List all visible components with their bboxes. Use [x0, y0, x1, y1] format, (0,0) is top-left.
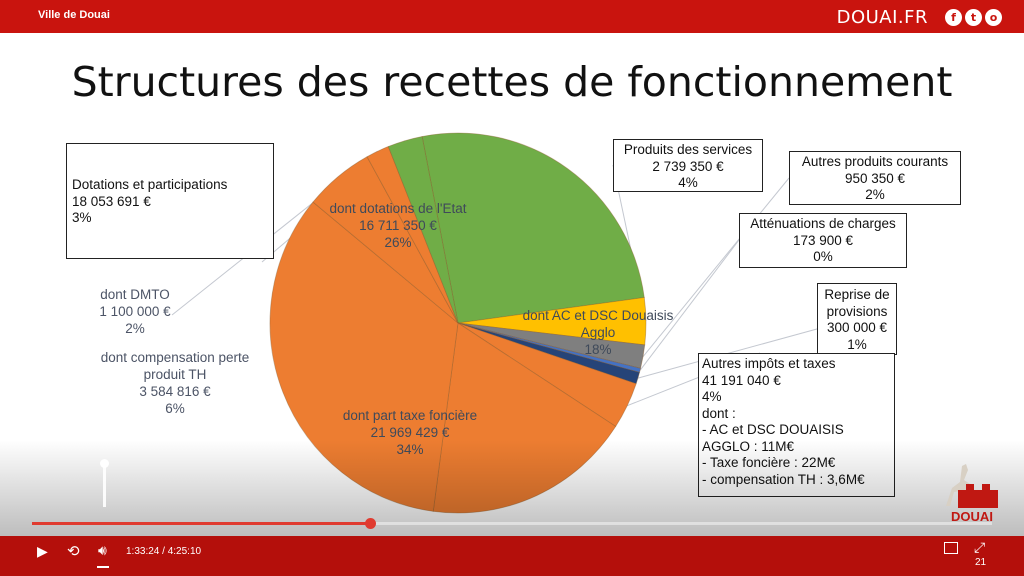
volume-slider-knob[interactable]: [100, 459, 109, 468]
video-controls: ▶ ⟲ 🔊︎ 1:33:24 / 4:25:10 ⤢ 21: [0, 536, 1024, 576]
label-text: - Taxe foncière : 22M€: [702, 455, 836, 470]
leader-line-autres-produits-courants: [642, 177, 790, 358]
logo-text: DOUAI: [951, 509, 993, 524]
progress-played: [32, 522, 370, 525]
label-text: AGGLO : 11M€: [702, 438, 795, 454]
pie-slice-reprise-de-provisions: [457, 322, 641, 385]
label-percent: 4%: [702, 389, 722, 404]
label-autres-impots: Autres impôts et taxes 41 191 040 € 4% d…: [698, 353, 895, 497]
label-text: Produits des services: [623, 142, 753, 157]
label-value: 300 000 €: [826, 320, 888, 335]
instagram-icon[interactable]: o: [985, 9, 1002, 26]
facebook-icon[interactable]: f: [945, 9, 962, 26]
label-value: 2 739 350 €: [652, 158, 724, 174]
volume-indicator: [97, 566, 109, 568]
duration: 4:25:10: [167, 546, 202, 557]
label-text: dont compensation perte: [100, 350, 250, 365]
label-text: Autres produits courants: [801, 154, 949, 169]
top-header-bar: Ville de Douai DOUAI.FR f t o: [0, 0, 1024, 33]
pip-icon[interactable]: [944, 542, 958, 554]
site-name[interactable]: Ville de Douai: [38, 9, 110, 21]
twitter-icon[interactable]: t: [965, 9, 982, 26]
volume-icon[interactable]: 🔊︎: [98, 543, 107, 559]
label-percent: 4%: [678, 175, 698, 190]
slice-label-line: 16 711 350 €: [359, 218, 437, 233]
slide-title: Structures des recettes de fonctionnemen…: [71, 58, 953, 106]
label-percent: 2%: [865, 187, 885, 202]
fullscreen-icon[interactable]: ⤢: [974, 540, 986, 556]
pie-slices: [269, 132, 647, 514]
pie-slice-produits-des-services: [457, 297, 647, 346]
play-icon[interactable]: ▶: [37, 544, 48, 560]
label-percent: 0%: [813, 249, 833, 264]
slice-labels: dont dotations de l'Etat 16 711 350 €26%d…: [330, 201, 674, 457]
leader-line-attenuations-de-charges: [639, 239, 740, 371]
progress-scrubber[interactable]: [364, 518, 376, 529]
label-value: 41 191 040 €: [702, 372, 781, 388]
pie-slice-dotations-et-participations: [387, 136, 459, 324]
loop-icon[interactable]: ⟲: [67, 542, 80, 560]
brand-logo[interactable]: DOUAI.FR: [836, 7, 928, 28]
label-text: dont DMTO: [100, 287, 170, 302]
label-text: Autres impôts et taxes: [702, 356, 836, 371]
slice-label-dont-ac-et-dsc-douaisis-agglo: dont AC et DSC Douaisis Agglo 18%: [523, 308, 674, 357]
slice-label-line: 34%: [396, 442, 423, 457]
label-value: 1 100 000 €: [99, 304, 171, 319]
slice-label-line: 26%: [384, 235, 411, 250]
label-dmto: dont DMTO 1 100 000 € 2%: [60, 286, 210, 337]
slice-label-line: dont part taxe foncière: [343, 408, 477, 423]
label-text: - AC et DSC DOUAISIS: [702, 422, 844, 437]
label-text: produit TH: [143, 367, 207, 382]
pie-slice-autres-impots-et-taxes: [457, 322, 637, 428]
video-progress-bar[interactable]: [32, 518, 992, 529]
pie-slice-dont-ac-et-dsc-douaisis-agglo: [432, 322, 617, 514]
label-value: 3 584 816 €: [139, 384, 211, 399]
badge-count: 21: [975, 557, 987, 568]
label-percent: 6%: [165, 401, 185, 416]
label-value: 950 350 €: [844, 170, 906, 186]
pie-slice-dont-part-taxe-fonciere: [269, 201, 459, 512]
slice-label-dont-part-taxe-fonciere: dont part taxe foncière 21 969 429 € 34%: [343, 408, 477, 457]
slice-label-line: dont dotations de l'Etat: [330, 201, 467, 216]
label-text: Atténuations de charges: [750, 216, 896, 231]
label-compensation-th: dont compensation perte produit TH 3 584…: [80, 349, 270, 417]
pie-slice-dont-compensation-perte-produit-th: [312, 156, 459, 324]
pie-slice-dont-dmto: [366, 146, 459, 324]
label-attenuations: Atténuations de charges 173 900 € 0%: [739, 213, 907, 268]
current-time: 1:33:24: [126, 546, 160, 557]
label-percent: 1%: [847, 336, 867, 352]
time-display: 1:33:24 / 4:25:10: [126, 546, 201, 557]
label-value: 18 053 691 €: [72, 193, 151, 209]
pie-slice-attenuations-de-charges: [457, 322, 642, 373]
label-autres-produits: Autres produits courants 950 350 € 2%: [789, 151, 961, 205]
label-text: - compensation TH : 3,6M€: [702, 471, 865, 487]
slice-label-line: 21 969 429 €: [371, 425, 450, 440]
douai-logo: DOUAI: [946, 464, 998, 524]
time-separator: /: [162, 546, 165, 557]
volume-slider[interactable]: [103, 461, 106, 507]
label-percent: 2%: [125, 321, 145, 336]
slice-label-line: Agglo: [581, 325, 616, 340]
label-text: Reprise de: [824, 287, 890, 302]
pie-slice-dont-dotations-de-l-etat: [421, 132, 645, 324]
label-produits-services: Produits des services 2 739 350 € 4%: [613, 139, 763, 192]
label-text: Dotations et participations: [72, 177, 228, 192]
label-reprise-provisions: Reprise de provisions 300 000 € 1%: [817, 283, 897, 355]
slice-label-line: 18%: [584, 342, 611, 357]
label-text: provisions: [826, 303, 888, 319]
pie-slice-autres-produits-courants: [457, 322, 646, 369]
slice-label-dont-dotations-de-l-etat: dont dotations de l'Etat 16 711 350 € 26%: [330, 201, 467, 250]
label-value: 173 900 €: [792, 232, 854, 248]
label-text: dont :: [702, 405, 736, 421]
social-links: f t o: [945, 9, 1002, 26]
label-percent: 3%: [72, 210, 92, 225]
slice-label-line: dont AC et DSC Douaisis: [523, 308, 674, 323]
label-dotations-participations: Dotations et participations 18 053 691 €…: [66, 143, 274, 259]
